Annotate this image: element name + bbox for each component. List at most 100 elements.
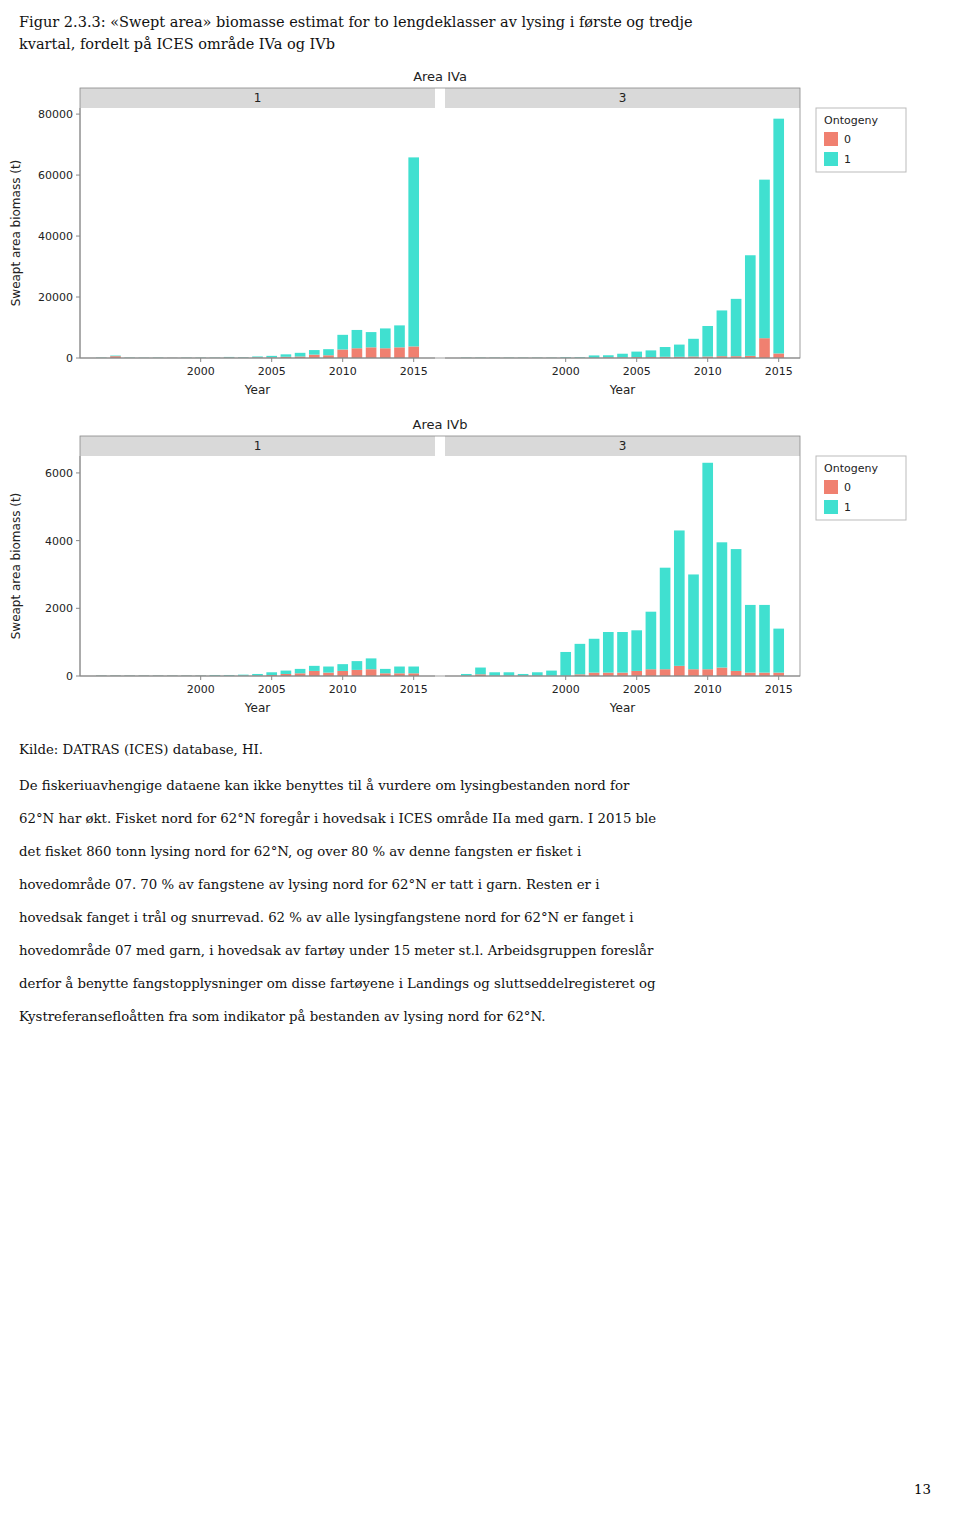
x-tick-label: 2010 [694, 365, 722, 378]
bar-segment [702, 669, 713, 676]
bar-segment [309, 355, 320, 358]
bar-segment [366, 669, 377, 676]
bars [96, 658, 419, 676]
bar-segment [759, 180, 770, 339]
bar-segment [646, 612, 657, 670]
bar-segment [731, 299, 742, 356]
bar-segment [380, 348, 391, 358]
bar-segment [773, 119, 784, 354]
bar-segment [759, 338, 770, 358]
x-axis-label: Year [609, 383, 635, 397]
y-tick [76, 175, 80, 176]
bar-segment [575, 644, 586, 674]
bar-segment [266, 672, 277, 675]
bar-segment [745, 605, 756, 673]
bar-segment [603, 355, 614, 357]
legend-swatch [824, 132, 838, 146]
x-axis-label: Year [609, 701, 635, 715]
x-tick [565, 676, 566, 680]
bar-segment [337, 664, 348, 671]
legend-swatch [824, 152, 838, 166]
bar-segment [323, 667, 334, 673]
x-tick [271, 676, 272, 680]
x-tick [707, 358, 708, 362]
page-title: kvartal, fordelt på ICES område IVa og I… [19, 36, 335, 52]
bar-segment [631, 352, 642, 357]
x-tick-label: 2010 [694, 683, 722, 696]
bar-segment [674, 530, 685, 665]
bar-segment [589, 673, 600, 676]
facet-label: 1 [254, 439, 262, 453]
x-tick [565, 358, 566, 362]
body-text: hovedområde 07 med garn, i hovedsak av f… [19, 943, 653, 958]
y-tick-label: 4000 [45, 535, 73, 548]
bar-segment [617, 354, 628, 358]
bar-segment [646, 350, 657, 357]
body-text: 62°N har økt. Fisket nord for 62°N foreg… [19, 811, 656, 826]
bar-segment [252, 674, 263, 676]
x-tick [707, 676, 708, 680]
bar-segment [394, 325, 405, 347]
chart-title: Area IVa [413, 69, 467, 84]
body-text: hovedsak fanget i trål og snurrevad. 62 … [19, 910, 634, 925]
y-tick-label: 2000 [45, 602, 73, 615]
chart: Area IVb12000200520102015Year02000400060… [0, 414, 960, 720]
bar-segment [309, 666, 320, 671]
bar-segment [702, 463, 713, 669]
y-tick [76, 114, 80, 115]
y-tick [76, 297, 80, 298]
facet-strip [80, 436, 435, 456]
y-axis-label: Sweapt area biomass (t) [9, 160, 23, 307]
y-tick-label: 80000 [38, 108, 73, 121]
bar-segment [352, 330, 363, 348]
bar-segment [603, 673, 614, 676]
facet-label: 1 [254, 91, 262, 105]
chart-frame [80, 88, 800, 358]
chart-frame [80, 436, 800, 676]
legend-entry: 0 [844, 133, 851, 146]
y-tick-label: 0 [66, 352, 73, 365]
bar-segment [631, 630, 642, 671]
bar-segment [281, 354, 292, 356]
bar-segment [773, 673, 784, 676]
y-tick-label: 0 [66, 670, 73, 683]
bar-segment [646, 669, 657, 676]
facet-label: 3 [619, 91, 627, 105]
bar-segment [352, 661, 363, 670]
x-tick [778, 676, 779, 680]
bar-segment [366, 332, 377, 347]
y-tick-label: 40000 [38, 230, 73, 243]
bar-segment [589, 639, 600, 673]
x-tick-label: 2015 [400, 365, 428, 378]
body-text: Kystreferansefloåtten fra som indikator … [19, 1009, 546, 1024]
body-text: derfor å benytte fangstopplysninger om d… [19, 976, 656, 991]
chart-title: Area IVb [412, 417, 467, 432]
legend-title: Ontogeny [824, 114, 878, 127]
y-tick-label: 6000 [45, 467, 73, 480]
legend-entry: 1 [844, 153, 851, 166]
facet-strip [445, 436, 800, 456]
y-tick [76, 472, 80, 473]
facet-strip [80, 88, 435, 108]
bar-segment [110, 355, 121, 357]
bar-segment [717, 542, 728, 667]
x-tick [778, 358, 779, 362]
bars [96, 157, 419, 358]
x-tick [200, 358, 201, 362]
bar-segment [337, 335, 348, 350]
legend-entry: 1 [844, 501, 851, 514]
bar-segment [717, 310, 728, 356]
bar-segment [702, 326, 713, 356]
body-text: det fisket 860 tonn lysing nord for 62°N… [19, 844, 581, 859]
facet-label: 3 [619, 439, 627, 453]
x-tick [413, 676, 414, 680]
bar-segment [295, 669, 306, 673]
bar-segment [674, 345, 685, 357]
x-tick [636, 358, 637, 362]
bar-segment [352, 348, 363, 358]
x-tick-label: 2005 [258, 683, 286, 696]
bar-segment [504, 672, 515, 675]
page-number: 13 [914, 1482, 931, 1497]
y-tick-label: 60000 [38, 169, 73, 182]
y-tick [76, 236, 80, 237]
